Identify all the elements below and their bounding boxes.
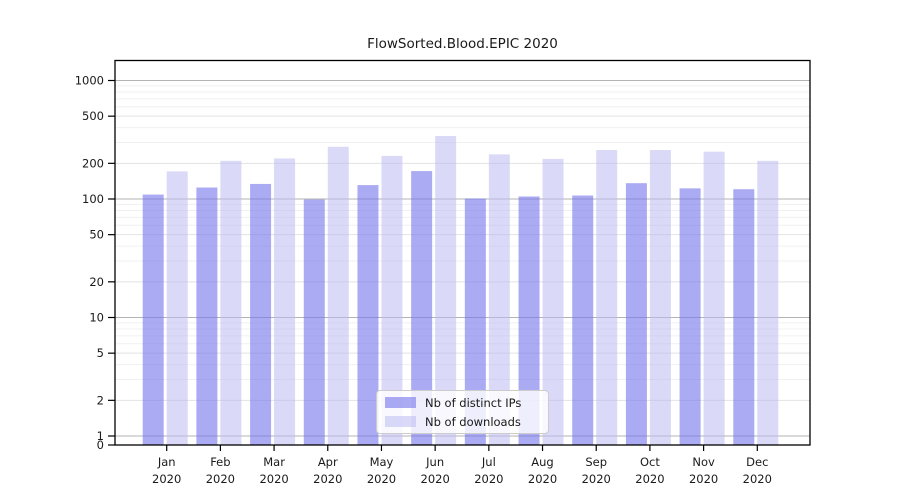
- x-tick-label-year: 2020: [313, 472, 342, 486]
- legend: Nb of distinct IPs Nb of downloads: [376, 390, 549, 434]
- legend-item-downloads: Nb of downloads: [385, 415, 540, 429]
- x-tick-label-month: Feb: [210, 455, 230, 469]
- x-tick-label-month: Apr: [318, 455, 338, 469]
- y-tick-label: 1: [97, 429, 104, 443]
- x-tick-label-year: 2020: [259, 472, 288, 486]
- x-tick-label-month: Jul: [481, 455, 496, 469]
- bar-downloads-may: [381, 155, 403, 445]
- x-tick-label-month: Nov: [692, 455, 715, 469]
- bar-downloads-aug: [542, 158, 564, 446]
- x-tick-label-year: 2020: [152, 472, 181, 486]
- x-tick-label-month: Oct: [640, 455, 660, 469]
- bar-distinct-ips-may: [357, 185, 379, 446]
- x-tick-label-month: Sep: [585, 455, 607, 469]
- plot-box: [114, 59, 811, 446]
- y-tick-label: 1000: [75, 74, 104, 88]
- y-tick-label: 2: [97, 393, 104, 407]
- y-tick-label: 50: [89, 228, 104, 242]
- x-tick-label-month: Dec: [746, 455, 768, 469]
- x-tick-label-year: 2020: [206, 472, 235, 486]
- bar-distinct-ips-mar: [250, 183, 272, 445]
- bar-downloads-dec: [757, 160, 779, 445]
- y-tick-label: 10: [89, 311, 104, 325]
- x-tick-label-year: 2020: [528, 472, 557, 486]
- x-tick-label-year: 2020: [743, 472, 772, 486]
- bar-distinct-ips-jun: [411, 171, 433, 445]
- x-tick-label-month: Jun: [425, 455, 444, 469]
- x-tick-label-year: 2020: [689, 472, 718, 486]
- y-tick-label: 0: [97, 438, 104, 452]
- bar-distinct-ips-dec: [733, 189, 755, 445]
- x-tick-label-month: Mar: [263, 455, 285, 469]
- bar-downloads-apr: [327, 146, 349, 446]
- x-tick-label-year: 2020: [367, 472, 396, 486]
- x-tick-label-month: May: [370, 455, 394, 469]
- bar-distinct-ips-apr: [303, 199, 325, 445]
- y-tick-label: 500: [82, 109, 104, 123]
- bar-downloads-sep: [596, 150, 618, 445]
- bar-downloads-oct: [649, 150, 671, 445]
- x-tick-label-year: 2020: [582, 472, 611, 486]
- bar-distinct-ips-nov: [679, 188, 701, 445]
- legend-item-distinct-ips: Nb of distinct IPs: [385, 396, 540, 410]
- chart-title: FlowSorted.Blood.EPIC 2020: [367, 36, 558, 52]
- x-tick-label-year: 2020: [421, 472, 450, 486]
- bar-downloads-jun: [435, 136, 457, 445]
- x-tick-label-year: 2020: [635, 472, 664, 486]
- y-tick-label: 200: [82, 156, 104, 170]
- legend-swatch-distinct-ips: [385, 397, 416, 408]
- x-tick-label-month: Jan: [157, 455, 176, 469]
- y-tick-label: 5: [97, 346, 104, 360]
- bar-distinct-ips-jan: [142, 194, 164, 445]
- legend-label-distinct-ips: Nb of distinct IPs: [425, 395, 522, 410]
- bar-downloads-feb: [220, 160, 242, 445]
- bar-distinct-ips-oct: [625, 183, 647, 445]
- bar-distinct-ips-aug: [518, 196, 540, 445]
- bar-distinct-ips-feb: [196, 187, 218, 445]
- y-tick-label: 100: [82, 192, 104, 206]
- x-tick-label-year: 2020: [474, 472, 503, 486]
- legend-swatch-downloads: [385, 416, 416, 427]
- y-tick-label: 20: [89, 275, 104, 289]
- x-tick-label-month: Aug: [531, 455, 553, 469]
- bar-downloads-mar: [274, 158, 296, 445]
- bar-downloads-jul: [488, 154, 510, 446]
- bar-downloads-jan: [166, 171, 188, 445]
- bar-distinct-ips-sep: [572, 195, 594, 445]
- bar-downloads-nov: [703, 151, 725, 445]
- bar-distinct-ips-jul: [464, 198, 486, 445]
- legend-label-downloads: Nb of downloads: [425, 414, 521, 429]
